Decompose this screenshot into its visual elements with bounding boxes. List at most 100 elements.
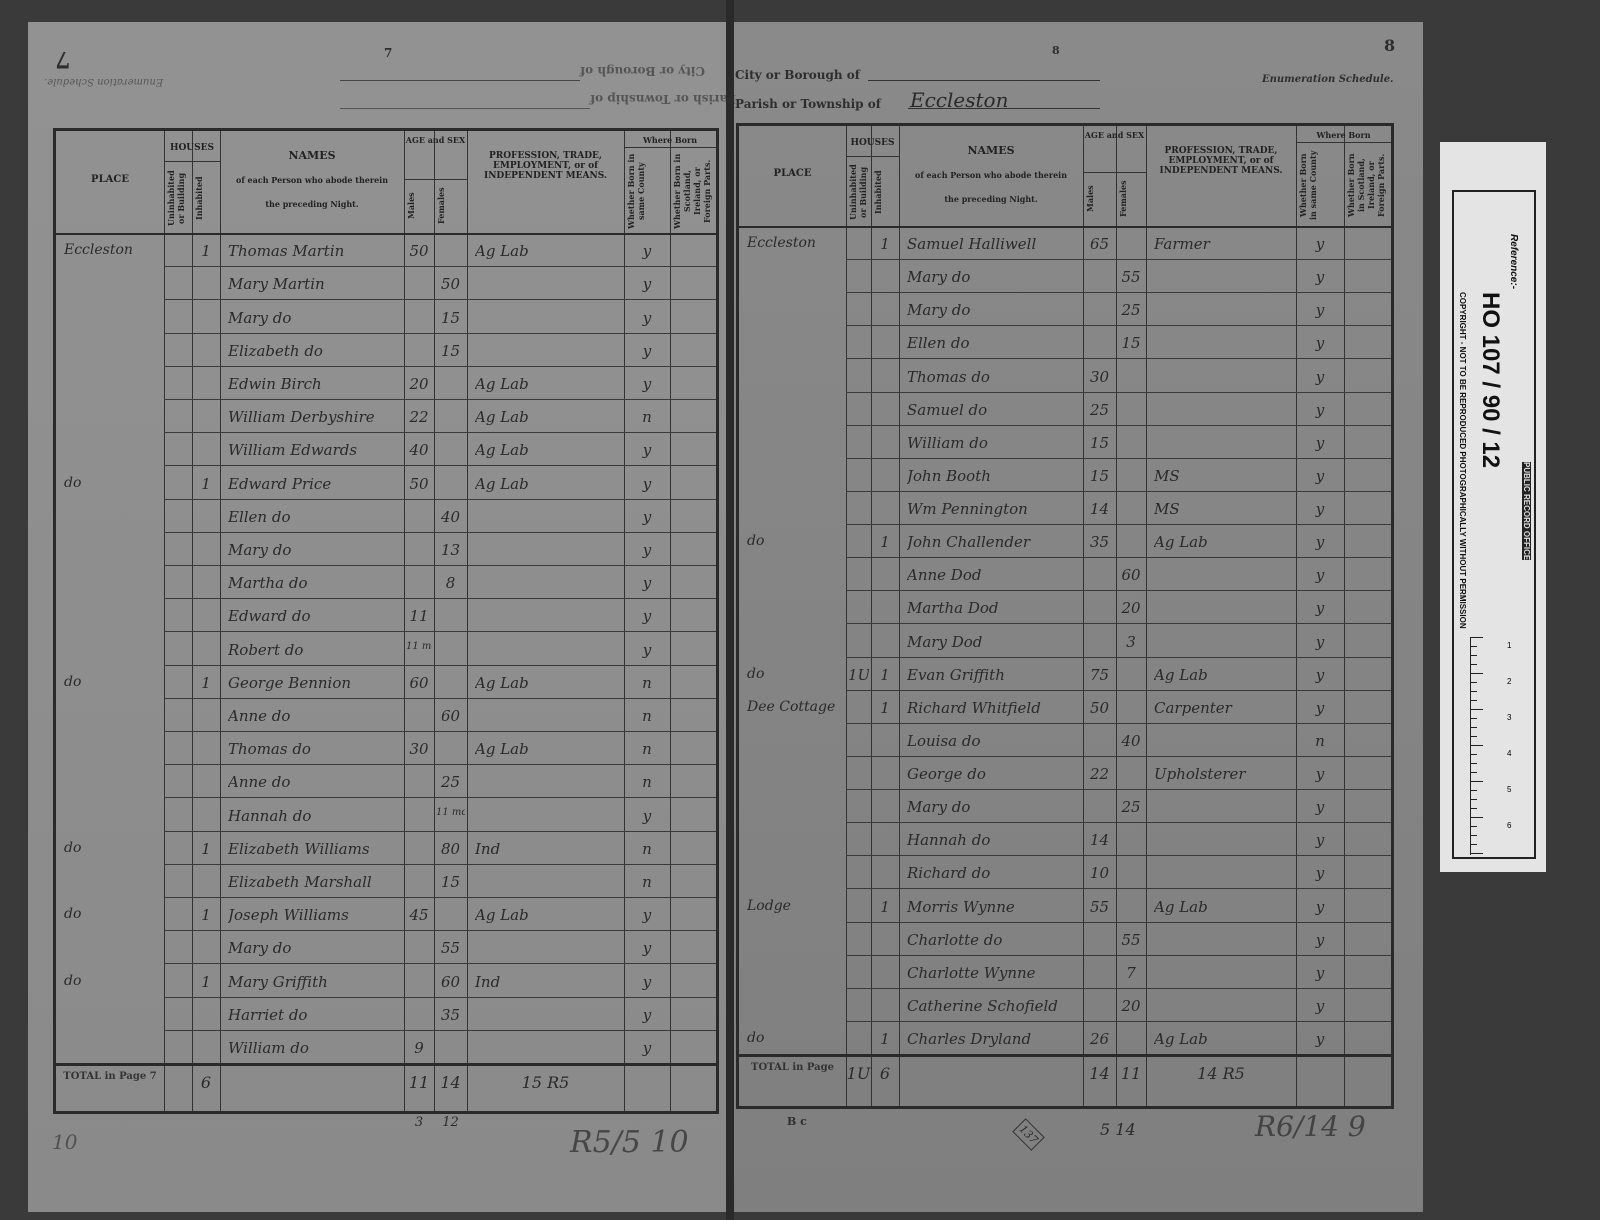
row-rule bbox=[846, 921, 1391, 923]
cell-inhabited: 1 bbox=[201, 972, 211, 991]
row-rule bbox=[846, 954, 1391, 956]
row-rule bbox=[164, 1029, 716, 1031]
cell-same-county: y bbox=[642, 242, 652, 261]
cell-profession: Ind bbox=[475, 972, 501, 991]
row-rule bbox=[164, 531, 716, 533]
cell-females: 13 bbox=[440, 540, 461, 559]
right-page-number: 8 bbox=[1384, 36, 1396, 55]
column-divider bbox=[434, 131, 435, 1111]
cell-name: Robert do bbox=[228, 640, 304, 659]
cell-same-county: y bbox=[1315, 466, 1325, 485]
houses-header: HOUSES bbox=[169, 143, 215, 153]
cell-name: Ellen do bbox=[907, 334, 970, 353]
cell-profession: Ag Lab bbox=[475, 673, 529, 692]
row-rule bbox=[846, 689, 1391, 691]
row-rule bbox=[164, 830, 716, 832]
cell-name: Edward Price bbox=[228, 474, 332, 493]
cell-name: Morris Wynne bbox=[907, 897, 1015, 916]
males-header: Males bbox=[1085, 185, 1095, 213]
cell-profession: Ag Lab bbox=[475, 242, 529, 261]
column-divider bbox=[164, 131, 165, 1111]
cell-same-county: y bbox=[642, 1005, 652, 1024]
cell-males: 75 bbox=[1089, 665, 1110, 684]
row-rule bbox=[164, 498, 716, 500]
table-row: Wm Pennington 14 MS y bbox=[739, 491, 1391, 524]
cell-profession: Farmer bbox=[1154, 235, 1210, 254]
total-males: 11 bbox=[408, 1073, 430, 1092]
cell-same-county: y bbox=[1315, 301, 1325, 320]
table-row: Dee Cottage 1 Richard Whitfield 50 Carpenter… bbox=[739, 690, 1391, 723]
cell-name: George do bbox=[907, 765, 986, 784]
cell-males: 65 bbox=[1089, 235, 1110, 254]
table-row: Samuel do 25 y bbox=[739, 392, 1391, 425]
scale-mark: 5 bbox=[1507, 785, 1512, 794]
cell-same-county: y bbox=[1315, 367, 1325, 386]
left-page-number: 7 bbox=[55, 46, 71, 72]
cell-males: 11 bbox=[409, 607, 429, 626]
cell-profession: Ag Lab bbox=[475, 374, 529, 393]
cell-same-county: y bbox=[1315, 665, 1325, 684]
names-header: NAMES bbox=[967, 144, 1015, 157]
same-county-header: Whether Born in same County bbox=[626, 153, 646, 229]
cell-females: 60 bbox=[440, 706, 461, 725]
reference-number: HO 107 / 90 / 12 bbox=[1477, 292, 1504, 469]
cell-females: 25 bbox=[1121, 798, 1141, 817]
table-row: Harriet do 35 y bbox=[56, 997, 716, 1030]
names-subheader: of each Person who abode therein bbox=[914, 170, 1068, 180]
row-rule bbox=[164, 432, 716, 434]
right-page bbox=[733, 22, 1423, 1212]
cell-name: Elizabeth Williams bbox=[228, 839, 370, 858]
row-rule bbox=[164, 631, 716, 633]
cell-females: 15 bbox=[440, 341, 461, 360]
cell-name: William Edwards bbox=[228, 441, 358, 460]
table-row: Martha Dod 20 y bbox=[739, 590, 1391, 623]
cell-males: 35 bbox=[1089, 533, 1110, 552]
cell-inhabited: 1 bbox=[201, 839, 211, 858]
cell-females: 25 bbox=[1121, 301, 1141, 320]
row-rule bbox=[164, 697, 716, 699]
table-row: Elizabeth Marshall 15 n bbox=[56, 864, 716, 897]
column-divider bbox=[1083, 126, 1084, 1106]
cell-males: 55 bbox=[1089, 897, 1110, 916]
row-rule bbox=[164, 365, 716, 367]
cell-same-county: y bbox=[642, 806, 652, 825]
table-row: William do 9 y bbox=[56, 1030, 716, 1063]
office-label: PUBLIC RECORD OFFICE bbox=[1522, 462, 1531, 561]
cell-name: John Challender bbox=[907, 533, 1030, 552]
cell-same-county: y bbox=[1315, 566, 1325, 585]
cell-inhabited: 1 bbox=[201, 474, 211, 493]
row-rule bbox=[164, 930, 716, 932]
cell-females: 40 bbox=[440, 507, 461, 526]
cell-profession: Carpenter bbox=[1154, 698, 1232, 717]
cell-name: Richard do bbox=[907, 864, 991, 883]
row-rule bbox=[164, 565, 716, 566]
cell-females: 60 bbox=[1121, 566, 1141, 585]
cell-profession: Ag Lab bbox=[475, 408, 529, 427]
cell-females: 15 bbox=[440, 308, 461, 327]
column-divider bbox=[1296, 126, 1297, 1106]
total-profession-tally: 14 R5 bbox=[1197, 1064, 1245, 1083]
table-row: Eccleston 1 Thomas Martin 50 Ag Lab y bbox=[56, 233, 716, 266]
cell-name: Joseph Williams bbox=[228, 906, 349, 925]
total-males: 14 bbox=[1089, 1064, 1110, 1083]
profession-header: PROFESSION, TRADE, EMPLOYMENT, or of IND… bbox=[483, 151, 608, 181]
cell-same-county: y bbox=[642, 906, 652, 925]
cell-same-county: y bbox=[1315, 632, 1325, 651]
cell-males: 50 bbox=[409, 242, 429, 261]
cell-same-county: y bbox=[1315, 500, 1325, 519]
cell-males: 14 bbox=[1089, 500, 1110, 519]
row-rule bbox=[846, 987, 1391, 989]
header-divider bbox=[56, 233, 716, 235]
cell-males: 26 bbox=[1089, 1029, 1110, 1048]
scale-mark: 3 bbox=[1507, 713, 1512, 722]
where-born-header: Where Born bbox=[1316, 130, 1371, 140]
cell-females: 35 bbox=[440, 1005, 461, 1024]
column-divider bbox=[404, 131, 405, 1111]
row-rule bbox=[164, 897, 716, 898]
row-rule bbox=[846, 656, 1391, 658]
profession-header: PROFESSION, TRADE, EMPLOYMENT, or of IND… bbox=[1159, 146, 1283, 176]
cell-males: 15 bbox=[1089, 433, 1110, 452]
row-rule bbox=[846, 590, 1391, 592]
cell-place: Eccleston bbox=[747, 235, 816, 252]
reference-label: Reference:- bbox=[1508, 234, 1519, 290]
